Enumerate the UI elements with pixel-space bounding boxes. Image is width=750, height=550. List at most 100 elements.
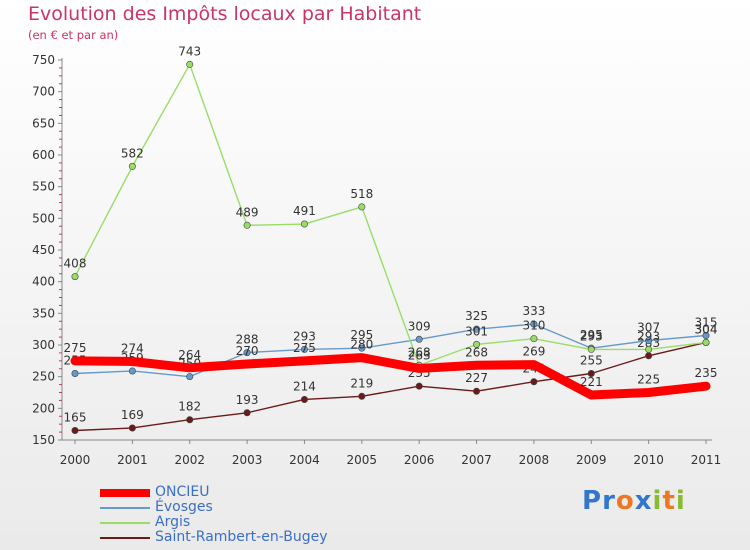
legend-label: ONCIEU xyxy=(155,484,210,500)
legend-item: Évosges xyxy=(100,499,400,516)
x-tick-label: 2008 xyxy=(519,453,550,467)
data-point xyxy=(473,325,481,333)
x-tick-label: 2011 xyxy=(691,453,722,467)
data-point xyxy=(300,220,308,228)
brand-letter: x xyxy=(634,486,653,516)
y-tick-label: 400 xyxy=(32,275,55,289)
data-point xyxy=(358,203,366,211)
data-point xyxy=(129,358,136,365)
data-label: 165 xyxy=(64,411,87,425)
x-tick-label: 2001 xyxy=(117,453,148,467)
chart-subtitle: (en € et par an) xyxy=(28,28,119,42)
data-label: 293 xyxy=(637,329,660,343)
data-point xyxy=(128,162,136,170)
y-tick-label: 250 xyxy=(32,370,55,384)
data-point xyxy=(72,357,78,364)
data-label: 275 xyxy=(293,341,316,355)
data-point xyxy=(645,389,652,396)
brand-letter: i xyxy=(675,486,686,516)
data-point xyxy=(530,361,537,368)
data-point xyxy=(587,369,595,377)
x-tick-label: 2004 xyxy=(289,453,320,467)
data-label: 182 xyxy=(178,400,201,414)
data-label: 307 xyxy=(637,321,660,335)
data-point xyxy=(358,392,366,400)
legend-label: Évosges xyxy=(155,499,213,515)
chart-title: Evolution des Impôts locaux par Habitant xyxy=(28,3,422,25)
data-label: 274 xyxy=(121,341,144,355)
data-point xyxy=(128,367,136,375)
data-label: 214 xyxy=(293,379,316,393)
data-point xyxy=(244,361,251,367)
data-label: 582 xyxy=(121,146,144,160)
data-point xyxy=(415,335,423,343)
data-label: 333 xyxy=(522,304,545,318)
legend-item: ONCIEU xyxy=(100,484,400,501)
data-point xyxy=(186,364,193,371)
data-point xyxy=(71,426,79,434)
data-label: 304 xyxy=(695,322,718,336)
y-tick-label: 300 xyxy=(32,338,55,352)
data-label: 255 xyxy=(580,354,603,368)
data-label: 270 xyxy=(236,344,259,358)
data-label: 268 xyxy=(465,345,488,359)
data-label: 235 xyxy=(695,366,718,380)
data-point xyxy=(588,392,595,399)
data-label: 489 xyxy=(236,205,259,219)
brand-letter: P xyxy=(582,486,603,516)
data-point xyxy=(702,331,710,339)
x-tick-label: 2006 xyxy=(404,453,435,467)
brand-logo: Proxiti xyxy=(582,486,686,516)
data-label: 325 xyxy=(465,309,488,323)
data-label: 309 xyxy=(408,319,431,333)
data-label: 264 xyxy=(178,348,201,362)
legend: ONCIEU Évosges Argis Saint-Rambert-en-Bugey xyxy=(100,484,400,546)
data-point xyxy=(301,357,308,364)
x-tick-label: 2003 xyxy=(232,453,263,467)
data-point xyxy=(645,337,653,345)
data-point xyxy=(358,354,365,361)
data-label: 293 xyxy=(293,329,316,343)
data-point xyxy=(702,338,710,346)
data-point xyxy=(186,60,194,68)
y-tick-label: 750 xyxy=(32,53,55,67)
data-label: 491 xyxy=(293,204,316,218)
data-point xyxy=(300,395,308,403)
data-point xyxy=(645,352,653,360)
x-tick-label: 2009 xyxy=(576,453,607,467)
brand-letter: t xyxy=(662,486,676,516)
data-label: 310 xyxy=(522,319,545,333)
y-tick-label: 500 xyxy=(32,211,55,225)
x-tick-label: 2005 xyxy=(347,453,378,467)
legend-swatch xyxy=(100,507,150,509)
brand-letter: o xyxy=(615,486,635,516)
data-label: 268 xyxy=(408,345,431,359)
data-point xyxy=(587,345,595,353)
data-point xyxy=(186,373,194,381)
series-line-0 xyxy=(70,353,711,400)
data-label: 295 xyxy=(350,328,373,342)
data-label: 275 xyxy=(64,341,87,355)
x-tick-label: 2000 xyxy=(60,453,91,467)
y-tick-label: 650 xyxy=(32,116,55,130)
data-label: 304 xyxy=(695,322,718,336)
legend-swatch xyxy=(100,522,150,524)
x-tick-label: 2007 xyxy=(461,453,492,467)
brand-letter: r xyxy=(602,486,616,516)
data-point xyxy=(358,344,366,352)
legend-item: Argis xyxy=(100,514,400,531)
data-point xyxy=(71,369,79,377)
data-point xyxy=(243,349,251,357)
series-line-3 xyxy=(74,341,707,432)
x-tick-label: 2002 xyxy=(174,453,205,467)
legend-swatch xyxy=(100,489,150,497)
data-label: 263 xyxy=(408,348,431,362)
y-tick-label: 450 xyxy=(32,243,55,257)
data-label: 227 xyxy=(465,371,488,385)
series-line-1 xyxy=(74,323,707,378)
data-label: 219 xyxy=(350,376,373,390)
data-point xyxy=(186,416,194,424)
y-tick-label: 550 xyxy=(32,180,55,194)
